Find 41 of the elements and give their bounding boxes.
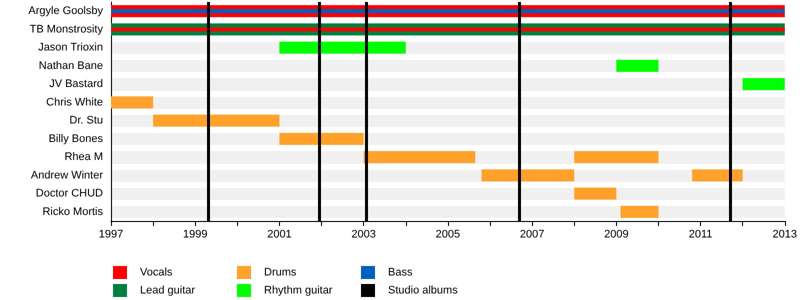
y-tick-label: Andrew Winter [30,169,104,182]
bar [111,96,154,108]
x-tick-label: 1997 [98,228,124,240]
x-tick-label: 2011 [688,228,712,240]
bar [111,9,785,14]
x-tick-label: 2007 [520,228,544,240]
y-tick-label: Nathan Bane [38,60,103,72]
y-tick-label: JV Bastard [49,78,103,90]
y-tick-label: TB Monstrosity [30,23,104,36]
bar [482,169,574,182]
y-tick-label: Rhea M [64,151,103,164]
x-tick-label: 2005 [436,228,460,240]
legend-label: Lead guitar [140,284,196,296]
y-tick-label: Doctor CHUD [36,188,104,200]
y-tick-label: Billy Bones [48,132,104,145]
x-tick-label: 2013 [772,228,798,240]
bar [742,78,785,90]
y-tick-label: Dr. Stu [69,114,103,127]
bar [574,151,658,164]
legend-label: Rhythm guitar [264,284,333,296]
y-tick-label: Chris White [46,96,103,108]
bar [692,169,743,182]
x-tick-label: 2003 [351,228,376,240]
bar [279,42,406,54]
bar [111,27,785,32]
x-tick-label: 1999 [182,228,208,240]
x-tick-label: 2001 [267,228,292,240]
legend-label: Vocals [140,266,173,278]
y-tick-label: Jason Trioxin [38,42,103,54]
bar [279,132,364,145]
bar [574,188,616,200]
legend-label: Bass [388,266,413,278]
bar [364,151,476,164]
legend-label: Studio albums [388,284,458,296]
bar [616,60,658,72]
bar [620,206,658,218]
legend-label: Drums [264,266,297,278]
y-tick-label: Argyle Goolsby [28,5,104,18]
bar [153,114,280,127]
x-tick-label: 2009 [604,228,629,240]
y-tick-label: Ricko Mortis [42,206,104,218]
